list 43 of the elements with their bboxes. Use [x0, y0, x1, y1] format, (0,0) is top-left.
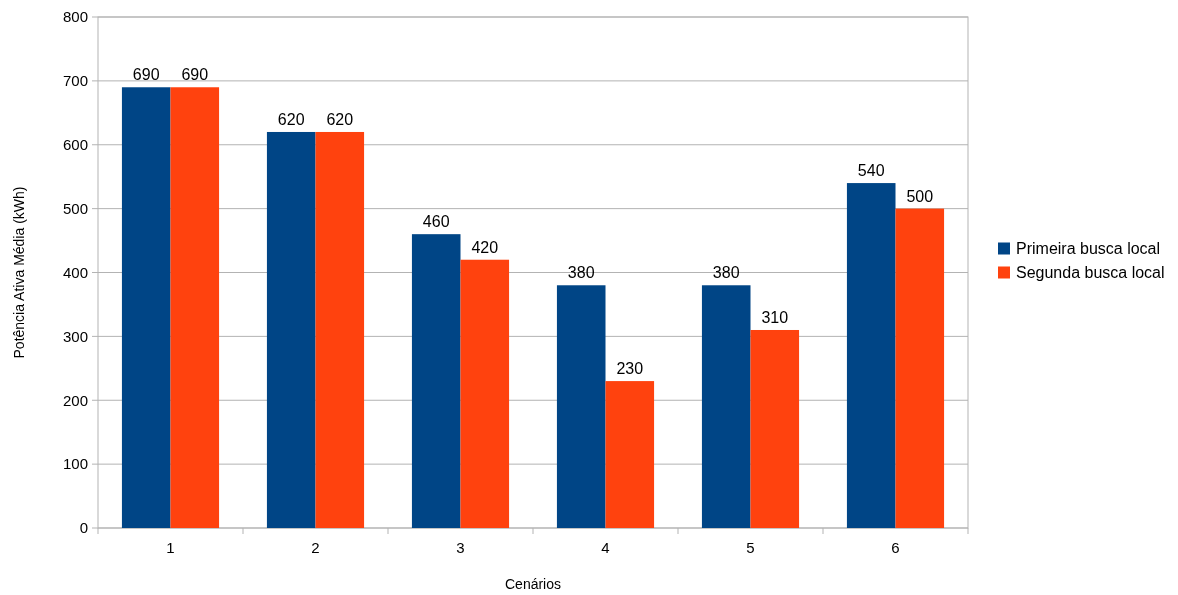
data-label: 230 [616, 360, 644, 378]
data-label: 540 [857, 162, 885, 180]
bar [170, 87, 220, 528]
x-tick-label: 6 [891, 539, 900, 556]
bar [556, 285, 606, 528]
y-tick-label: 800 [62, 8, 88, 26]
bar [701, 285, 751, 528]
y-tick-label: 400 [62, 263, 88, 281]
y-tick-label: 700 [62, 72, 88, 90]
data-label: 310 [761, 308, 789, 326]
bar [846, 183, 896, 528]
y-tick-label: 500 [62, 199, 88, 217]
legend-label: Primeira busca local [1016, 240, 1161, 258]
data-label: 690 [132, 66, 160, 84]
y-tick-label: 200 [62, 391, 88, 409]
y-tick-label: 600 [62, 136, 88, 153]
y-tick-label: 300 [62, 327, 88, 345]
bar [460, 259, 510, 528]
data-label: 380 [712, 264, 740, 282]
bar [121, 87, 171, 528]
x-tick-label: 3 [456, 539, 465, 556]
data-label: 620 [277, 110, 305, 128]
data-label: 690 [181, 66, 209, 84]
bar [895, 208, 945, 528]
bar [315, 131, 365, 528]
bar [605, 381, 655, 528]
data-label: 620 [326, 110, 354, 128]
y-tick-label: 0 [79, 519, 88, 537]
bar [266, 131, 316, 528]
data-label: 420 [471, 238, 499, 256]
x-tick-label: 5 [746, 539, 755, 556]
y-tick-label: 100 [62, 455, 88, 473]
x-tick-label: 2 [311, 539, 320, 556]
bar [750, 329, 800, 528]
data-label: 460 [422, 213, 450, 231]
y-axis-title: Potência Ativa Média (kWh) [11, 186, 27, 359]
legend-label: Segunda busca local [1016, 264, 1165, 282]
data-label: 500 [906, 187, 934, 205]
x-axis-title: Cenários [504, 576, 562, 592]
x-tick-label: 1 [166, 539, 175, 556]
data-label: 380 [567, 264, 595, 282]
bar [411, 234, 461, 528]
x-tick-label: 4 [601, 539, 610, 556]
